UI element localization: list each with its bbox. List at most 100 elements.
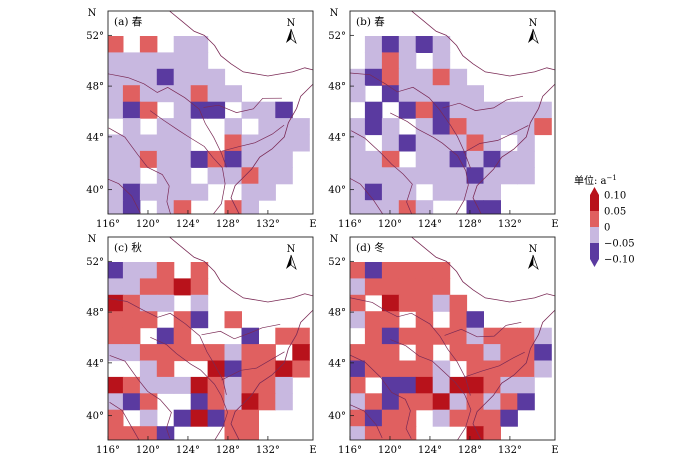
grid-cell: [398, 36, 417, 53]
grid-cell: [364, 360, 383, 378]
province-border-line: [108, 127, 171, 214]
grid-cell: [449, 311, 468, 329]
grid-cell: [156, 52, 175, 70]
legend-label: −0.10: [604, 255, 635, 266]
grid-cell: [173, 167, 192, 185]
grid-cell: [517, 376, 535, 394]
grid-cell: [190, 36, 209, 53]
grid-cell: [292, 360, 310, 378]
province-border-line: [201, 323, 281, 340]
grid-cell: [156, 262, 175, 279]
grid-cell: [348, 459, 366, 466]
grid-cell: [432, 52, 451, 70]
grid-cell: [224, 376, 242, 394]
grid-cell: [156, 327, 175, 345]
grid-cell: [139, 409, 158, 427]
grid-cell: [466, 118, 484, 136]
trend-grid: [108, 36, 310, 214]
grid-cell: [398, 376, 417, 394]
grid-cell: [398, 101, 417, 119]
grid-cell: [432, 376, 451, 394]
grid-cell: [381, 409, 400, 427]
grid-cell: [381, 134, 400, 152]
grid-cell: [449, 183, 468, 201]
province-border-line: [149, 110, 226, 214]
grid-cell: [432, 393, 451, 411]
grid-cell: [190, 409, 209, 427]
grid-cell: [241, 327, 259, 345]
north-arrow-icon: N: [286, 244, 297, 271]
grid-cell: [156, 85, 175, 103]
legend-title: 单位: a−1: [574, 174, 617, 187]
x-axis-unit-label: E: [309, 445, 316, 456]
grid-cell: [432, 85, 451, 103]
grid-cell: [190, 85, 209, 103]
y-tick-label: 52°: [86, 257, 104, 268]
y-tick-label: 44°: [328, 358, 346, 369]
grid-cell: [190, 150, 209, 168]
grid-cell: [381, 393, 400, 411]
grid-cell: [398, 183, 417, 201]
grid-cell: [173, 134, 192, 152]
grid-cell: [500, 118, 518, 136]
grid-cell: [173, 52, 192, 70]
grid-cell: [258, 118, 276, 136]
grid-cell: [483, 426, 501, 440]
grid-cell: [483, 409, 501, 427]
province-border-line: [350, 72, 471, 169]
grid-cell: [517, 134, 535, 152]
province-border-line: [463, 351, 525, 378]
province-border-line: [463, 125, 529, 154]
grid-cell: [381, 200, 400, 214]
grid-cell: [483, 393, 501, 411]
grid-cell: [258, 150, 276, 168]
grid-cell: [275, 327, 293, 345]
x-tick-label: 116°: [338, 445, 362, 456]
grid-cell: [173, 200, 192, 214]
grid-cell: [449, 85, 468, 103]
grid-cell: [139, 183, 158, 201]
grid-cell: [381, 360, 400, 378]
grid-cell: [466, 360, 484, 378]
grid-cell: [415, 68, 434, 86]
grid-cell: [224, 360, 242, 378]
x-tick-label: 128°: [216, 219, 240, 230]
grid-cell: [173, 68, 192, 86]
grid-cell: [190, 262, 209, 279]
y-tick-label: 52°: [328, 257, 346, 268]
panel-title: (c) 秋: [114, 241, 142, 254]
x-tick-label: 128°: [458, 219, 482, 230]
grid-cell: [398, 327, 417, 345]
grid-cell: [365, 459, 383, 466]
grid-cell: [381, 262, 400, 279]
grid-cell: [122, 278, 141, 296]
grid-cell: [241, 409, 259, 427]
grid-cell: [173, 118, 192, 136]
grid-cell: [415, 167, 434, 185]
grid-cell: [207, 167, 226, 185]
x-tick-label: 124°: [418, 445, 442, 456]
grid-cell: [207, 409, 226, 427]
grid-cell: [108, 85, 124, 103]
grid-cell: [173, 85, 192, 103]
y-tick-label: 48°: [328, 82, 346, 93]
grid-cell: [433, 459, 451, 466]
grid-cell: [415, 118, 434, 136]
national-border-north: [169, 11, 313, 77]
grid-cell: [207, 393, 226, 411]
grid-cell: [350, 134, 366, 152]
x-axis-unit-label: E: [309, 219, 316, 230]
grid-cell: [364, 327, 383, 345]
province-border-line: [221, 351, 285, 381]
grid-cell: [500, 393, 518, 411]
north-arrow-icon: N: [528, 18, 539, 45]
map-panel-c: 52° 48° 44° 40° N 116° 120° 124° 128° 132° E (c) 秋 N: [86, 234, 316, 466]
grid-cell: [500, 327, 518, 345]
grid-cell: [156, 150, 175, 168]
grid-cell: [122, 344, 141, 362]
grid-cell: [156, 68, 175, 86]
grid-cell: [122, 150, 141, 168]
y-tick-label: 52°: [86, 31, 104, 42]
grid-cell: [106, 459, 124, 466]
grid-cell: [449, 68, 468, 86]
